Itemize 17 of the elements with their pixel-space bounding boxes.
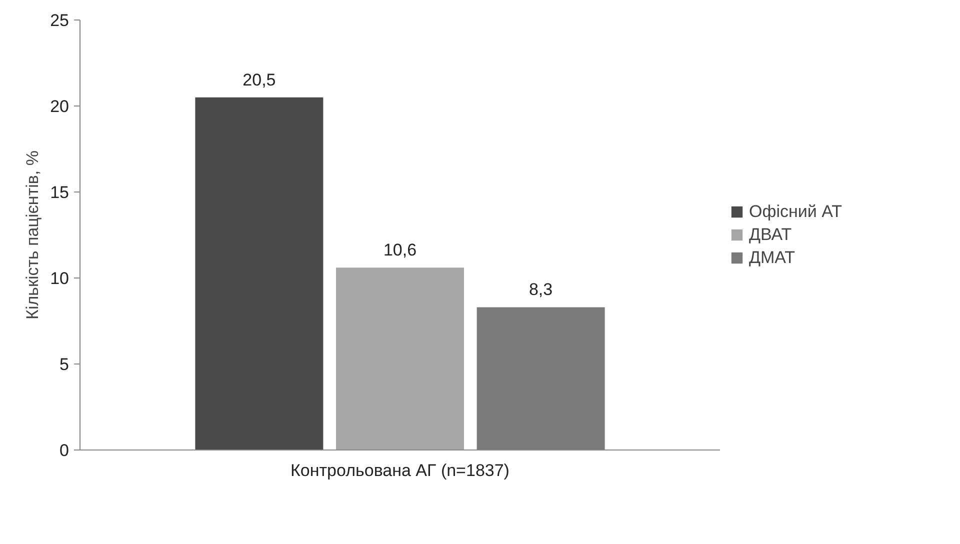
data-label: 10,6 bbox=[383, 240, 417, 260]
legend-label: Офісний АТ bbox=[749, 202, 842, 222]
legend-label: ДВАТ bbox=[749, 225, 792, 245]
y-axis-title: Кількість пацієнтів, % bbox=[23, 150, 42, 320]
y-tick-label: 10 bbox=[50, 269, 70, 288]
y-tick-label: 0 bbox=[60, 441, 70, 460]
bar bbox=[195, 97, 324, 450]
x-tick-label: Контрольована АГ (n=1837) bbox=[290, 461, 510, 480]
y-tick-label: 25 bbox=[50, 11, 70, 30]
data-label: 20,5 bbox=[242, 70, 276, 90]
y-tick-label: 15 bbox=[50, 183, 70, 202]
y-tick-label: 5 bbox=[60, 355, 70, 374]
bar bbox=[336, 268, 464, 450]
legend-label: ДМАТ bbox=[749, 248, 796, 268]
data-label: 8,3 bbox=[528, 280, 553, 300]
bar bbox=[476, 307, 605, 450]
y-tick-label: 20 bbox=[50, 97, 70, 116]
